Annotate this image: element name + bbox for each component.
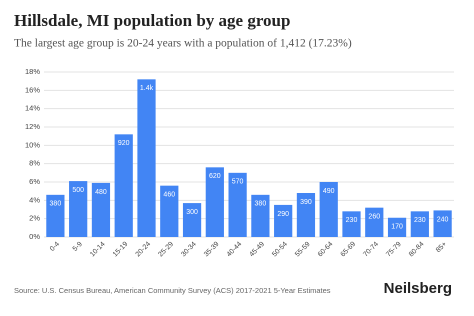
data-label: 170	[391, 224, 403, 231]
x-tick-label: 5-9	[72, 241, 84, 253]
bar	[410, 211, 429, 237]
x-tick-label: 65-69	[340, 241, 358, 259]
bar	[365, 207, 384, 237]
bar	[160, 185, 179, 237]
bar	[91, 182, 111, 237]
x-tick-label: 70-74	[362, 241, 380, 259]
y-tick-label: 6%	[29, 177, 40, 186]
data-label: 260	[368, 214, 380, 221]
bar	[274, 204, 293, 237]
y-tick-label: 14%	[25, 104, 40, 113]
x-tick-label: 75-79	[385, 241, 403, 259]
x-tick-label: 50-54	[271, 241, 289, 259]
data-label: 460	[163, 192, 175, 199]
x-tick-label: 35-39	[203, 241, 221, 259]
data-label: 480	[95, 189, 107, 196]
bar	[114, 134, 133, 237]
y-tick-label: 12%	[25, 122, 40, 131]
x-tick-label: 25-29	[157, 241, 175, 259]
data-label: 230	[414, 217, 426, 224]
y-tick-label: 18%	[25, 67, 40, 76]
chart-subtitle: The largest age group is 20-24 years wit…	[14, 38, 352, 50]
bar	[205, 167, 224, 237]
bar	[342, 211, 361, 237]
x-tick-label: 10-14	[89, 241, 107, 259]
y-tick-label: 2%	[29, 214, 40, 223]
bar	[46, 194, 65, 237]
data-label: 380	[50, 201, 62, 208]
bar	[433, 210, 452, 237]
data-label: 620	[209, 173, 221, 180]
x-tick-label: 20-24	[135, 241, 153, 259]
y-tick-label: 10%	[25, 140, 40, 149]
x-tick-label: 15-19	[112, 241, 130, 259]
bar	[137, 79, 156, 237]
bar	[228, 172, 247, 237]
data-label: 380	[255, 201, 267, 208]
y-tick-label: 0%	[29, 232, 40, 241]
data-label: 290	[277, 211, 289, 218]
data-label: 920	[118, 140, 130, 147]
source: Source: U.S. Census Bureau, American Com…	[14, 286, 331, 295]
y-tick-label: 16%	[25, 85, 40, 94]
bar	[387, 217, 407, 237]
data-label: 300	[186, 209, 198, 216]
data-label: 490	[323, 188, 335, 195]
x-tick-label: 45-49	[248, 241, 266, 259]
y-tick-label: 4%	[29, 195, 40, 204]
x-tick-label: 30-34	[180, 241, 198, 259]
bar	[296, 193, 316, 237]
x-tick-label: 55-59	[294, 241, 312, 259]
data-label: 240	[437, 216, 449, 223]
x-tick-label: 40-44	[226, 241, 244, 259]
data-label: 1.4k	[140, 85, 154, 92]
x-tick-label: 80-84	[408, 241, 426, 259]
bar	[319, 182, 338, 237]
x-tick-label: 0-4	[49, 241, 61, 253]
bar	[251, 194, 270, 237]
data-label: 500	[72, 187, 84, 194]
data-label: 390	[300, 199, 312, 206]
data-label: 230	[346, 217, 358, 224]
x-tick-label: 60-64	[317, 241, 335, 259]
y-tick-label: 8%	[29, 159, 40, 168]
data-label: 570	[232, 179, 244, 186]
x-tick-label: 85+	[435, 241, 448, 254]
brand: Neilsberg	[384, 280, 452, 297]
bar	[69, 181, 88, 237]
chart-title: Hillsdale, MI population by age group	[14, 11, 290, 30]
bar	[182, 203, 202, 237]
